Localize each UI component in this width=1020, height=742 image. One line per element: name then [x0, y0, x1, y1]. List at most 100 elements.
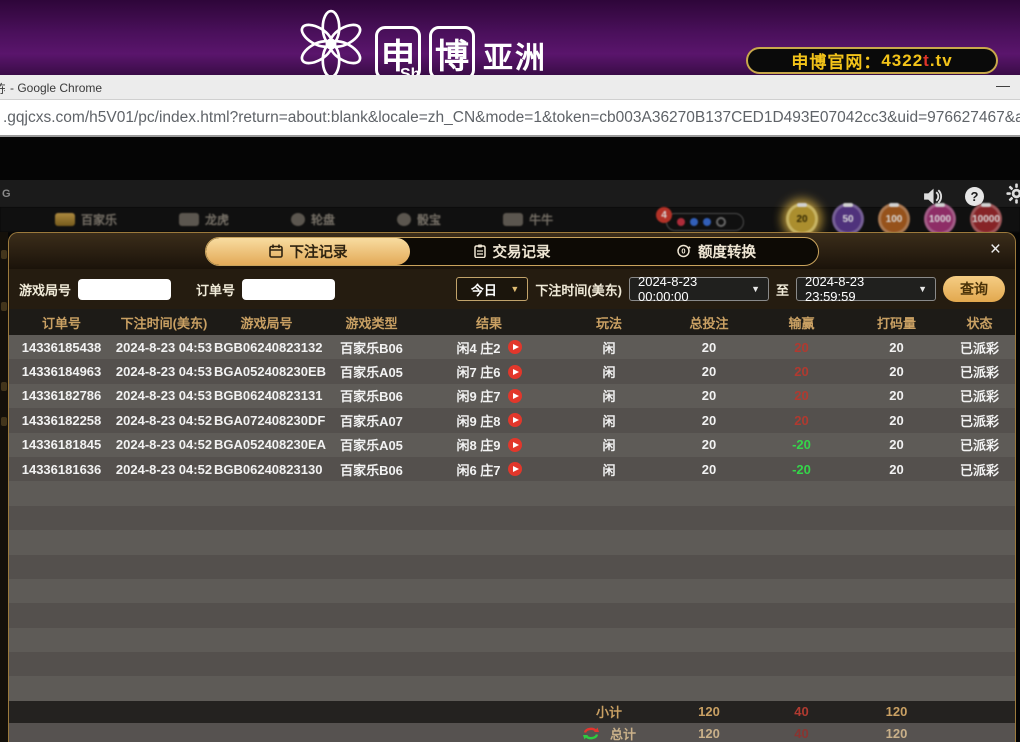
cell-turnover: 20 [889, 437, 904, 453]
site-banner: 申 博 亚洲 Sh 申博官网： 4322 t .tv [0, 0, 1020, 75]
cell-bet-time: 2024-8-23 04:53 [115, 364, 213, 380]
category-roulette[interactable]: 轮盘 [291, 211, 335, 228]
logo-char-box: 申 [375, 26, 421, 75]
total-label: 总计 [609, 727, 636, 742]
volume-icon[interactable] [922, 187, 943, 206]
notification-pill[interactable] [666, 213, 744, 231]
date-from-value: 2024-8-23 00:00:00 [637, 274, 698, 304]
exchange-icon[interactable] [582, 726, 600, 741]
table-row: 14336182786 2024-8-23 04:53 BGB06240823131… [9, 383, 1015, 409]
bet-records-modal: 下注记录 交易记录 0 额度转换 × [8, 232, 1016, 742]
game-round-input[interactable] [78, 278, 172, 300]
cell-bet-time: 2024-8-23 04:52 [115, 461, 213, 477]
cell-bet-time: 2024-8-23 04:52 [115, 412, 213, 428]
table-row-empty [9, 505, 1015, 531]
date-to-select[interactable]: 2024-8-23 23:59:59 ▼ [796, 274, 936, 304]
play-video-icon[interactable] [507, 462, 522, 477]
result-text: 闲6 庄7 [456, 462, 501, 478]
order-number-input[interactable] [242, 278, 336, 300]
transfer-icon: 0 [677, 244, 691, 258]
calendar-icon [268, 244, 283, 258]
cell-game-type: 百家乐A07 [340, 413, 403, 429]
bet-chip[interactable]: 100 [878, 203, 910, 235]
category-label: 龙虎 [205, 213, 230, 227]
tab-credit-transfer[interactable]: 0 额度转换 [614, 238, 818, 265]
cell-order: 14336182786 [21, 388, 102, 404]
bet-chip[interactable]: 50 [832, 203, 864, 235]
play-video-icon[interactable] [507, 437, 522, 452]
clipboard-icon [473, 244, 486, 258]
date-from-select[interactable]: 2024-8-23 00:00:00 ▼ [628, 274, 769, 304]
cell-play: 闲 [602, 462, 616, 478]
lotus-logo-icon [300, 9, 362, 75]
notification-badge: 4 [656, 207, 672, 223]
bet-chip[interactable]: 1000 [924, 203, 956, 235]
result-text: 闲7 庄6 [456, 365, 501, 381]
cell-game-round: BGB06240823130 [214, 461, 323, 477]
table-row: 14336184963 2024-8-23 04:53 BGA052408230EB… [9, 359, 1015, 384]
logo-subtext: Sh [400, 66, 421, 75]
total-win: 40 [794, 726, 809, 742]
cell-game-round: BGA052408230EB [214, 364, 327, 380]
play-video-icon[interactable] [507, 364, 522, 379]
help-icon[interactable]: ? [965, 186, 984, 206]
total-bet: 120 [698, 726, 720, 742]
bet-chip[interactable]: 10000 [970, 203, 1002, 235]
total-turnover: 120 [885, 726, 908, 742]
header-order: 订单号 [41, 315, 81, 331]
chrome-titlebar: 东 - Google Chrome — [0, 75, 1020, 100]
play-video-icon[interactable] [507, 388, 522, 403]
logo-region-text: 亚洲 [483, 42, 547, 75]
date-range-select[interactable]: 今日 ▼ [456, 277, 529, 301]
window-title: - Google Chrome [10, 81, 103, 95]
category-baccarat[interactable]: 百家乐 [55, 211, 117, 228]
filter-bar: 游戏局号 订单号 今日 ▼ 下注时间(美东) 2024-8-23 00:00:0… [9, 269, 1015, 309]
tab-bet-records[interactable]: 下注记录 [206, 237, 410, 265]
cell-win-loss: 20 [794, 388, 809, 404]
cell-result: 闲9 庄8 [424, 411, 554, 430]
cell-order: 14336181845 [21, 437, 102, 453]
chrome-urlbar[interactable]: .gqjcxs.com/h5V01/pc/index.html?return=a… [0, 100, 1020, 137]
category-dragon-tiger[interactable]: 龙虎 [179, 211, 229, 228]
cell-status: 已派彩 [959, 365, 999, 381]
cell-play: 闲 [602, 438, 616, 454]
bet-chips-row: 20 50 100 1000 10000 [786, 203, 1002, 235]
cell-result: 闲9 庄7 [424, 386, 554, 405]
subtotal-bet: 120 [698, 704, 720, 720]
cell-result: 闲6 庄7 [424, 460, 554, 479]
table-row-empty [9, 481, 1015, 506]
cell-bet-time: 2024-8-23 04:52 [115, 437, 213, 453]
header-play: 玩法 [595, 315, 622, 331]
search-button[interactable]: 查询 [943, 276, 1005, 302]
cell-game-type: 百家乐B06 [340, 340, 403, 356]
minimize-button[interactable]: — [996, 77, 1010, 93]
cell-turnover: 20 [889, 339, 904, 355]
cell-game-type: 百家乐B06 [340, 389, 403, 405]
date-to-value: 2024-8-23 23:59:59 [805, 274, 865, 304]
settings-gear-icon[interactable] [1006, 183, 1020, 209]
cell-order: 14336181636 [21, 461, 102, 477]
bet-chip[interactable]: 20 [786, 203, 818, 235]
play-video-icon[interactable] [507, 340, 522, 355]
play-video-icon[interactable] [507, 413, 522, 428]
cell-result: 闲8 庄9 [424, 435, 554, 454]
order-number-label: 订单号 [196, 282, 236, 298]
table-body: 14336185438 2024-8-23 04:53 BGB06240823132… [9, 335, 1015, 701]
chevron-down-icon: ▼ [510, 284, 520, 294]
bull-icon [503, 213, 524, 226]
category-label: 骰宝 [417, 213, 442, 227]
tab-transactions[interactable]: 交易记录 [410, 238, 614, 265]
official-site-pill: 申博官网： 4322 t .tv [746, 47, 998, 74]
cell-total-bet: 20 [701, 339, 717, 355]
category-bull[interactable]: 牛牛 [503, 211, 553, 228]
table-row-empty [9, 676, 1015, 701]
cell-win-loss: 20 [794, 412, 809, 428]
tab-label: 额度转换 [698, 244, 756, 261]
official-site-prefix: 申博官网： [791, 53, 882, 72]
category-sicbo[interactable]: 骰宝 [397, 211, 441, 228]
dragon-tiger-icon [179, 213, 200, 226]
close-icon[interactable]: × [989, 239, 1001, 260]
game-round-label: 游戏局号 [19, 282, 72, 298]
cell-status: 已派彩 [959, 462, 999, 478]
magnifier-icon [716, 217, 726, 227]
